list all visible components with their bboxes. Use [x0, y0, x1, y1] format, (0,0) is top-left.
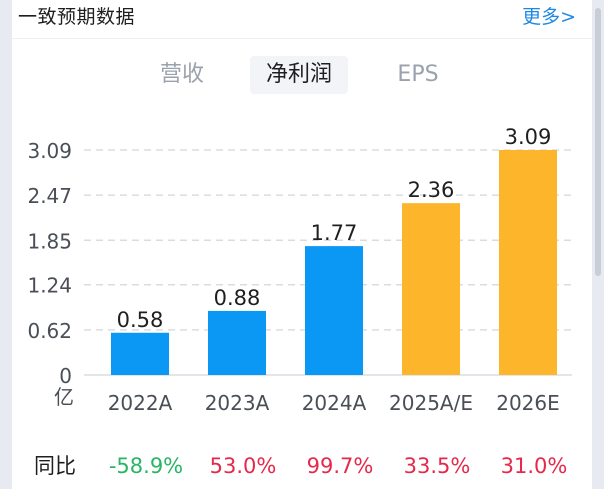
y-tick-label: 0	[59, 364, 72, 388]
bar-2023A[interactable]	[208, 310, 266, 375]
bar-2025A/E[interactable]	[402, 203, 460, 375]
header-divider	[12, 38, 592, 39]
yoy-value: -58.9%	[109, 454, 183, 478]
scrollbar-thumb[interactable]	[595, 8, 601, 276]
yoy-value: 33.5%	[404, 454, 471, 478]
x-category-label: 2025A/E	[389, 391, 473, 415]
x-category-label: 2022A	[108, 391, 173, 415]
yoy-row-label: 同比	[34, 454, 76, 478]
bar-value-label: 1.77	[311, 221, 358, 245]
y-tick-label: 1.85	[27, 229, 72, 253]
x-category-label: 2024A	[302, 391, 367, 415]
y-tick-label: 1.24	[27, 274, 72, 298]
bar-value-label: 0.88	[214, 286, 261, 310]
tab-eps[interactable]: EPS	[397, 62, 439, 87]
y-tick-label: 0.62	[27, 319, 72, 343]
yoy-value: 99.7%	[307, 454, 374, 478]
y-tick-label: 2.47	[27, 184, 72, 208]
y-unit-label: 亿	[54, 385, 74, 409]
bar-value-label: 3.09	[505, 125, 552, 149]
more-link[interactable]: 更多>	[522, 6, 576, 28]
y-tick-label: 3.09	[27, 139, 72, 163]
bar-value-label: 2.36	[408, 178, 455, 202]
yoy-value: 31.0%	[501, 454, 568, 478]
bar-value-label: 0.58	[117, 308, 164, 332]
bar-2026E[interactable]	[499, 150, 557, 375]
yoy-value: 53.0%	[210, 454, 277, 478]
tab-revenue[interactable]: 营收	[159, 62, 204, 87]
panel-title: 一致预期数据	[18, 6, 136, 28]
x-category-label: 2026E	[496, 391, 560, 415]
bar-2024A[interactable]	[305, 246, 363, 375]
tab-net-profit[interactable]: 净利润	[250, 56, 348, 94]
x-category-label: 2023A	[205, 391, 270, 415]
bar-2022A[interactable]	[111, 332, 169, 375]
forecast-panel: 一致预期数据 更多> 营收 净利润 EPS	[12, 0, 593, 489]
